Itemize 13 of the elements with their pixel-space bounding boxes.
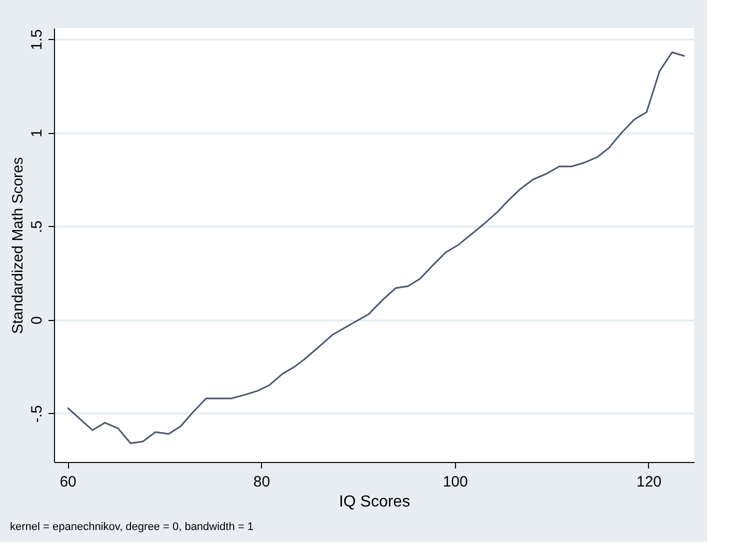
y-tick-label: -.5 <box>28 405 46 423</box>
line-series <box>66 52 686 444</box>
x-tick-label: 100 <box>442 474 468 490</box>
x-tick-label: 80 <box>253 474 270 490</box>
y-tick-label: .5 <box>28 220 46 234</box>
x-tick-label: 120 <box>636 474 662 490</box>
x-axis-title: IQ Scores <box>338 494 410 510</box>
y-tick-label: 1 <box>28 129 46 138</box>
text: kernel = epanechnikov, degree = 0, bandwidth = 1 <box>10 521 254 533</box>
y-axis-title: Standardized Math Scores <box>10 157 26 334</box>
y-tick-label: 1.5 <box>28 29 46 50</box>
y-tick-label: 0 <box>28 316 46 324</box>
x-tick-label: 60 <box>60 474 76 490</box>
